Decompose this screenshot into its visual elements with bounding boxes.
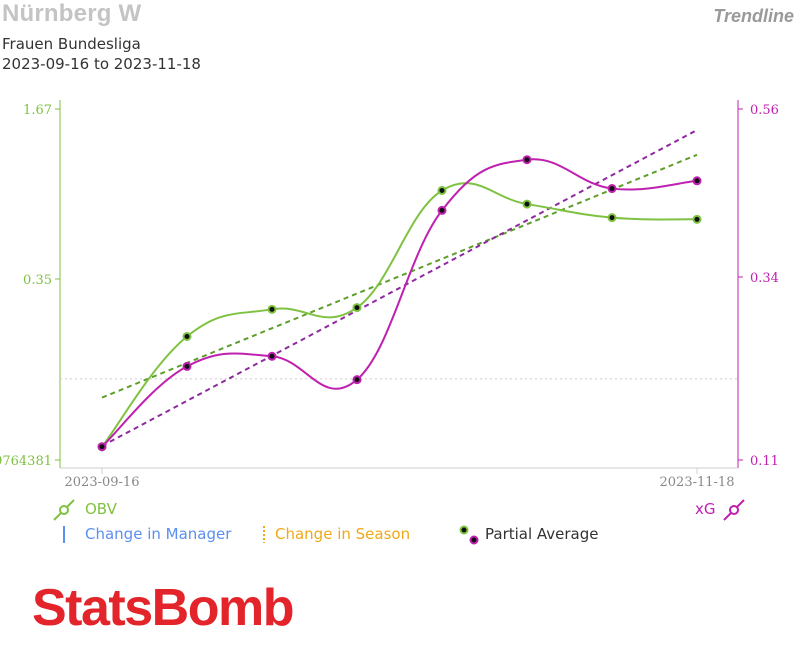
xg-data-point: [352, 375, 362, 385]
xg-data-point: [522, 155, 532, 165]
xg-data-point: [692, 176, 702, 186]
xg-trendline: [101, 129, 698, 447]
obv-points: [97, 185, 702, 452]
left-tick-label: -0.39764381: [0, 454, 52, 469]
xg-points: [97, 155, 702, 452]
date-range: 2023-09-16 to 2023-11-18: [2, 55, 201, 73]
obv-series-line: [101, 182, 698, 448]
chart-title: Nürnberg W: [2, 0, 142, 27]
obv-data-point: [522, 199, 532, 209]
right-tick-label: 0.34: [750, 271, 779, 286]
left-tick-label: 0.35: [23, 273, 52, 288]
obv-data-point: [352, 303, 362, 313]
manager-change-legend-label: Change in Manager: [85, 525, 232, 543]
xg-data-point: [182, 361, 192, 371]
xg-legend-label: xG: [695, 500, 716, 518]
chart-type-label: Trendline: [713, 6, 794, 26]
xg-data-point: [97, 442, 107, 452]
obv-legend-icon: [53, 499, 75, 521]
obv-data-point: [437, 185, 447, 195]
partial-average-legend-icon: [459, 525, 479, 545]
xg-data-point: [437, 205, 447, 215]
x-tick-label-start: 2023-09-16: [65, 475, 140, 490]
xg-series-line: [101, 158, 698, 448]
xg-data-point: [267, 351, 277, 361]
xg-legend-icon: [723, 499, 745, 521]
obv-data-point: [692, 214, 702, 224]
obv-data-point: [607, 213, 617, 223]
xg-data-point: [607, 184, 617, 194]
season-change-legend-label: Change in Season: [275, 525, 411, 543]
obv-data-point: [182, 331, 192, 341]
obv-trendline: [101, 153, 698, 399]
right-tick-label: 0.11: [750, 454, 779, 469]
right-tick-label: 0.56: [750, 103, 779, 118]
obv-data-point: [267, 304, 277, 314]
competition-subtitle: Frauen Bundesliga: [2, 35, 141, 53]
statsbomb-logo: StatsBomb: [32, 579, 294, 637]
obv-legend-label: OBV: [85, 500, 117, 518]
partial-average-legend-label: Partial Average: [485, 525, 599, 543]
x-tick-label-end: 2023-11-18: [660, 475, 735, 490]
left-tick-label: 1.67: [23, 103, 52, 118]
